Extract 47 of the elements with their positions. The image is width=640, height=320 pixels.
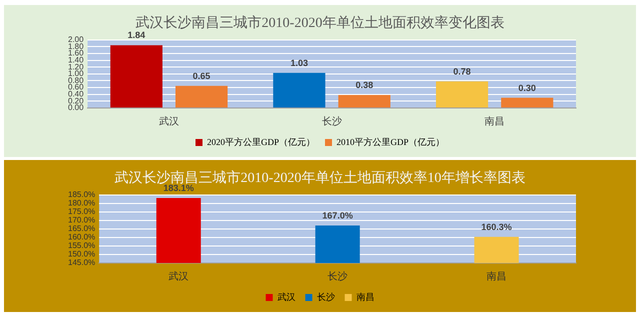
y-tick-label: 170.0% xyxy=(68,216,96,225)
legend-label: 2020平方公里GDP（亿元） xyxy=(206,136,316,147)
bar xyxy=(175,86,228,108)
bar xyxy=(338,95,390,108)
y-tick-label: 0.00 xyxy=(68,103,84,112)
y-tick-label: 2.00 xyxy=(68,35,84,44)
y-tick-label: 175.0% xyxy=(68,207,96,216)
x-tick-label: 南昌 xyxy=(486,270,507,283)
legend-label: 2010平方公里GDP（亿元） xyxy=(336,136,445,147)
chart-title: 武汉长沙南昌三城市2010-2020年单位土地面积效率变化图表 xyxy=(136,15,504,32)
bar xyxy=(110,45,162,108)
y-tick-label: 180.0% xyxy=(68,198,96,208)
data-label: 0.38 xyxy=(356,80,374,90)
y-tick-label: 0.20 xyxy=(68,96,84,106)
x-tick-label: 南昌 xyxy=(484,116,505,128)
y-tick-label: 1.40 xyxy=(68,55,84,64)
data-label: 160.3% xyxy=(481,222,512,232)
data-label: 1.84 xyxy=(128,30,146,40)
legend-label: 南昌 xyxy=(356,292,374,302)
y-tick-label: 0.80 xyxy=(68,76,84,85)
y-tick-label: 1.80 xyxy=(68,42,84,51)
y-tick-label: 160.0% xyxy=(68,232,96,242)
legend-label: 武汉 xyxy=(277,292,296,302)
bar xyxy=(436,81,488,108)
y-tick-label: 1.60 xyxy=(68,48,84,58)
bar xyxy=(501,98,554,108)
data-label: 0.30 xyxy=(518,82,536,93)
data-label: 167.0% xyxy=(322,210,353,220)
y-tick-label: 165.0% xyxy=(68,224,96,234)
data-label: 0.65 xyxy=(192,70,210,81)
y-tick-label: 0.40 xyxy=(68,90,84,99)
y-tick-label: 155.0% xyxy=(68,241,96,250)
y-tick-label: 1.20 xyxy=(68,62,84,72)
y-tick-label: 0.60 xyxy=(68,82,84,92)
data-label: 1.03 xyxy=(290,58,308,68)
legend-label: 长沙 xyxy=(316,292,335,302)
x-tick-label: 武汉 xyxy=(158,116,179,128)
y-tick-label: 185.0% xyxy=(68,190,96,200)
bar xyxy=(273,72,326,108)
data-label: 0.78 xyxy=(453,66,471,76)
y-tick-label: 145.0% xyxy=(68,258,96,268)
x-tick-label: 武汉 xyxy=(168,270,189,283)
data-label: 183.1% xyxy=(163,183,194,194)
x-tick-label: 长沙 xyxy=(328,270,348,283)
y-tick-label: 1.00 xyxy=(68,69,84,78)
y-tick-label: 150.0% xyxy=(68,250,96,259)
x-tick-label: 长沙 xyxy=(322,116,342,128)
